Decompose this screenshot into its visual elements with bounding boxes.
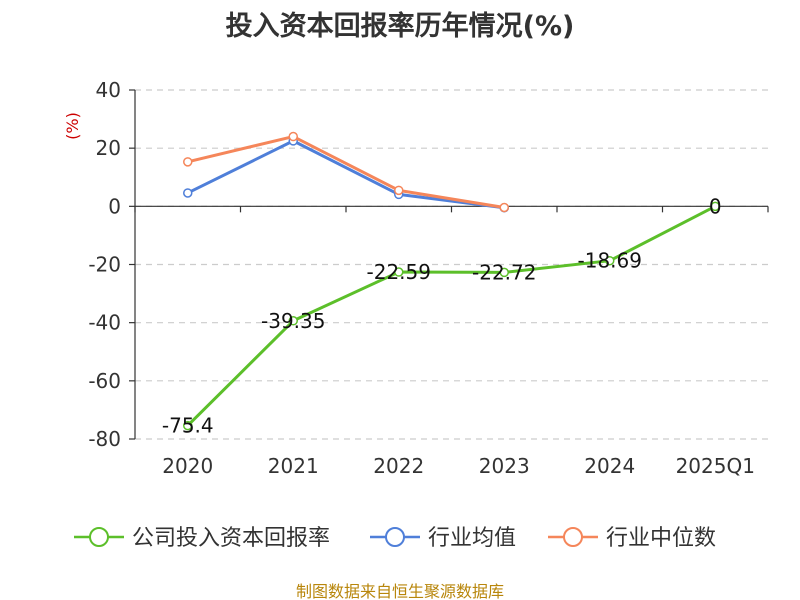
x-tick-label: 2025Q1 — [676, 454, 755, 478]
chart-title: 投入资本回报率历年情况(%) — [225, 11, 575, 42]
data-label: -18.69 — [578, 249, 642, 273]
legend-marker — [385, 527, 405, 547]
y-tick-label: 20 — [96, 136, 121, 160]
x-tick-label: 2020 — [162, 454, 213, 478]
data-point — [183, 157, 193, 167]
x-tick-label: 2021 — [268, 454, 319, 478]
y-tick-label: -60 — [88, 369, 121, 393]
y-axis-unit: (%) — [63, 112, 82, 140]
series-line — [186, 204, 716, 427]
series-line — [187, 139, 505, 210]
data-point — [183, 188, 193, 198]
y-tick-label: 0 — [108, 194, 121, 218]
x-tick-label: 2023 — [479, 454, 530, 478]
data-label: -22.59 — [367, 260, 431, 284]
legend-label: 行业均值 — [428, 526, 516, 551]
data-point — [288, 316, 298, 326]
y-tick-label: -80 — [88, 427, 121, 451]
data-label: -75.4 — [162, 414, 214, 438]
y-tick-label: 40 — [96, 78, 121, 102]
legend-label: 行业中位数 — [606, 526, 716, 551]
data-point — [499, 267, 509, 278]
data-point — [394, 267, 404, 277]
data-point — [710, 201, 720, 212]
data-label: -39.35 — [261, 309, 325, 333]
legend-marker — [89, 527, 109, 547]
y-tick-label: -20 — [88, 253, 121, 277]
legend-label: 公司投入资本回报率 — [132, 526, 330, 551]
data-label: 0 — [709, 194, 722, 218]
data-point — [394, 185, 404, 196]
x-tick-label: 2022 — [373, 454, 424, 478]
data-point — [183, 420, 193, 431]
legend-marker — [563, 527, 583, 547]
data-point — [605, 255, 615, 266]
data-point — [288, 131, 298, 142]
x-tick-label: 2024 — [584, 454, 635, 478]
source-note: 制图数据来自恒生聚源数据库 — [295, 582, 504, 600]
data-point — [499, 202, 509, 213]
series-line — [187, 135, 505, 209]
y-tick-label: -40 — [88, 311, 121, 335]
data-label: -22.72 — [472, 260, 536, 284]
